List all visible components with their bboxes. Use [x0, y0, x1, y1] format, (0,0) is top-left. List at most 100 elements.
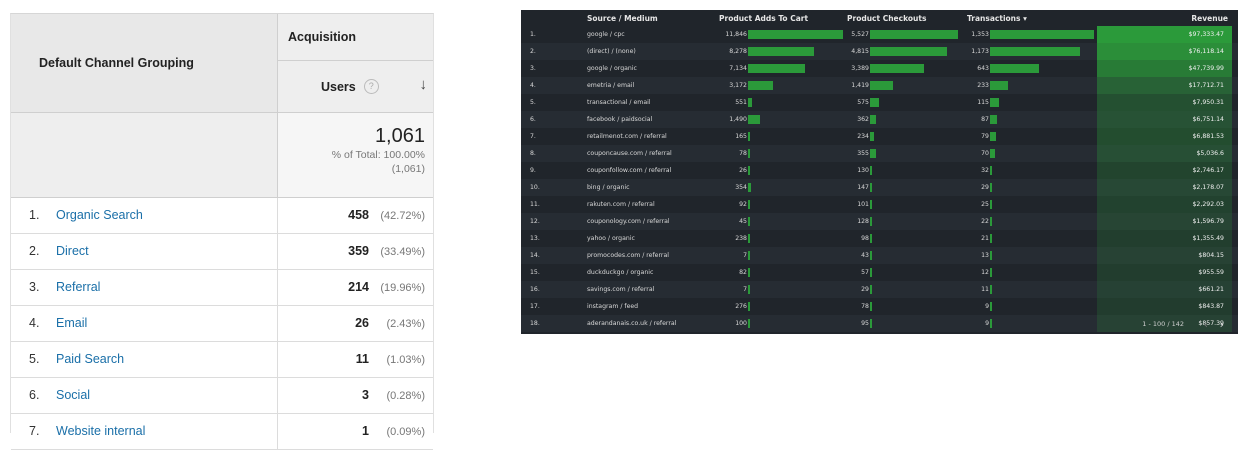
transactions-bar	[990, 47, 1081, 56]
table-row[interactable]: 7. retailmenot.com / referral 165 234 79 $6,8…	[521, 128, 1238, 145]
revenue-value: $97,333.47	[1188, 31, 1224, 38]
checkouts-bar	[870, 200, 872, 209]
table-row[interactable]: 3. Referral 214 (19.96%)	[11, 270, 433, 306]
revenue-value: $955.59	[1198, 269, 1224, 276]
acquisition-group-header: Acquisition	[278, 14, 433, 61]
users-percent: (2.43%)	[386, 318, 425, 330]
checkouts-bar	[870, 217, 873, 226]
channel-link[interactable]: Social	[56, 388, 91, 402]
checkouts-value: 1,419	[851, 82, 869, 89]
channel-link[interactable]: Referral	[56, 280, 101, 294]
table-row[interactable]: 1. Organic Search 458 (42.72%)	[11, 198, 433, 234]
channel-link[interactable]: Paid Search	[56, 352, 125, 366]
users-column-header[interactable]: Users ? ↓	[278, 61, 433, 112]
table-row[interactable]: 5. transactional / email 551 575 115 $7,950.3…	[521, 94, 1238, 111]
table-row[interactable]: 1. google / cpc 11,846 5,527 1,353 $97,333.47	[521, 26, 1238, 43]
table-row[interactable]: 4. Email 26 (2.43%)	[11, 306, 433, 342]
transactions-value: 32	[981, 167, 989, 174]
adds-value: 1,490	[729, 116, 747, 123]
users-percent: (1.03%)	[386, 354, 425, 366]
users-cell: 214 (19.96%)	[277, 270, 433, 305]
revenue-value: $5,036.6	[1196, 150, 1224, 157]
adds-value: 7,134	[729, 65, 747, 72]
transactions-value: 21	[981, 235, 989, 242]
users-value: 11	[355, 352, 369, 366]
row-rank: 6.	[29, 388, 40, 402]
table-row[interactable]: 6. Social 3 (0.28%)	[11, 378, 433, 414]
table-row[interactable]: 18. aderandanais.co.uk / referral 100 95 9 $8…	[521, 315, 1238, 332]
revenue-cell: $2,178.07	[1097, 179, 1232, 196]
users-label: Users	[321, 79, 356, 94]
table-row[interactable]: 4. emetria / email 3,172 1,419 233 $17,712.71	[521, 77, 1238, 94]
source-medium-cell: couponology.com / referral	[587, 218, 670, 225]
channel-link[interactable]: Direct	[56, 244, 89, 258]
channel-link[interactable]: Email	[56, 316, 88, 330]
adds-value: 7	[743, 286, 747, 293]
next-page-icon[interactable]: ›	[1219, 318, 1224, 331]
table-row[interactable]: 14. promocodes.com / referral 7 43 13 $804.15	[521, 247, 1238, 264]
revenue-value: $661.21	[1198, 286, 1224, 293]
metric-header-group: Acquisition Users ? ↓	[277, 14, 433, 112]
checkouts-value: 78	[861, 303, 869, 310]
transactions-value: 1,173	[971, 48, 989, 55]
adds-bar	[748, 200, 750, 209]
checkouts-bar	[870, 64, 924, 73]
help-icon[interactable]: ?	[363, 79, 379, 94]
table-row[interactable]: 17. instagram / feed 276 78 9 $843.87	[521, 298, 1238, 315]
table-header: Default Channel Grouping Acquisition Use…	[11, 14, 433, 112]
table-row[interactable]: 12. couponology.com / referral 45 128 22 $1,5…	[521, 213, 1238, 230]
table-row[interactable]: 3. google / organic 7,134 3,389 643 $47,739.9…	[521, 60, 1238, 77]
revenue-cell: $1,355.49	[1097, 230, 1232, 247]
row-rank: 9.	[530, 167, 536, 174]
table-row[interactable]: 5. Paid Search 11 (1.03%)	[11, 342, 433, 378]
revenue-cell: $843.87	[1097, 298, 1232, 315]
users-percent: (42.72%)	[380, 210, 425, 222]
adds-to-cart-column-header[interactable]: Product Adds To Cart	[719, 14, 809, 23]
table-row[interactable]: 8. couponcause.com / referral 78 355 70 $5,03…	[521, 145, 1238, 162]
channel-link[interactable]: Organic Search	[56, 208, 143, 222]
transactions-bar	[990, 234, 992, 243]
checkouts-column-header[interactable]: Product Checkouts	[847, 14, 927, 23]
table-row[interactable]: 15. duckduckgo / organic 82 57 12 $955.59	[521, 264, 1238, 281]
adds-bar	[748, 319, 750, 328]
dimension-header[interactable]: Default Channel Grouping	[11, 14, 277, 112]
table-row[interactable]: 11. rakuten.com / referral 92 101 25 $2,292.0…	[521, 196, 1238, 213]
checkouts-bar	[870, 251, 872, 260]
revenue-cell: $6,751.14	[1097, 111, 1232, 128]
adds-bar	[748, 251, 750, 260]
row-rank: 16.	[530, 286, 540, 293]
revenue-value: $6,881.53	[1192, 133, 1225, 140]
table-row[interactable]: 6. facebook / paidsocial 1,490 362 87 $6,751.…	[521, 111, 1238, 128]
transactions-value: 9	[985, 303, 989, 310]
transactions-value: 115	[977, 99, 989, 106]
transactions-value: 11	[981, 286, 989, 293]
table-row[interactable]: 10. bing / organic 354 147 29 $2,178.07	[521, 179, 1238, 196]
revenue-value: $47,739.99	[1188, 65, 1224, 72]
adds-value: 78	[739, 150, 747, 157]
transactions-value: 79	[981, 133, 989, 140]
channel-link[interactable]: Website internal	[56, 424, 146, 438]
sort-descending-icon[interactable]: ↓	[419, 76, 428, 93]
transactions-value: 12	[981, 269, 989, 276]
table-row[interactable]: 9. couponfollow.com / referral 26 130 32 $2,7…	[521, 162, 1238, 179]
checkouts-bar	[870, 166, 873, 175]
revenue-value: $7,950.31	[1192, 99, 1225, 106]
table-row[interactable]: 16. savings.com / referral 7 29 11 $661.21	[521, 281, 1238, 298]
transactions-bar	[990, 183, 993, 192]
source-column-header[interactable]: Source / Medium	[587, 14, 658, 23]
adds-bar	[748, 234, 750, 243]
revenue-cell: $6,881.53	[1097, 128, 1232, 145]
transactions-column-header[interactable]: Transactions ▾	[967, 14, 1027, 23]
source-medium-cell: instagram / feed	[587, 303, 639, 310]
totals-row: 1,061 % of Total: 100.00% (1,061)	[11, 112, 433, 198]
table-row[interactable]: 2. Direct 359 (33.49%)	[11, 234, 433, 270]
adds-bar	[748, 285, 750, 294]
checkouts-bar	[870, 319, 872, 328]
revenue-column-header[interactable]: Revenue	[1191, 14, 1228, 23]
table-row[interactable]: 2. (direct) / (none) 8,278 4,815 1,173 $76,11…	[521, 43, 1238, 60]
adds-value: 7	[743, 252, 747, 259]
source-medium-cell: google / cpc	[587, 31, 625, 38]
previous-page-icon[interactable]: ‹	[1203, 318, 1208, 331]
transactions-value: 1,353	[971, 31, 989, 38]
table-row[interactable]: 13. yahoo / organic 238 98 21 $1,355.49	[521, 230, 1238, 247]
